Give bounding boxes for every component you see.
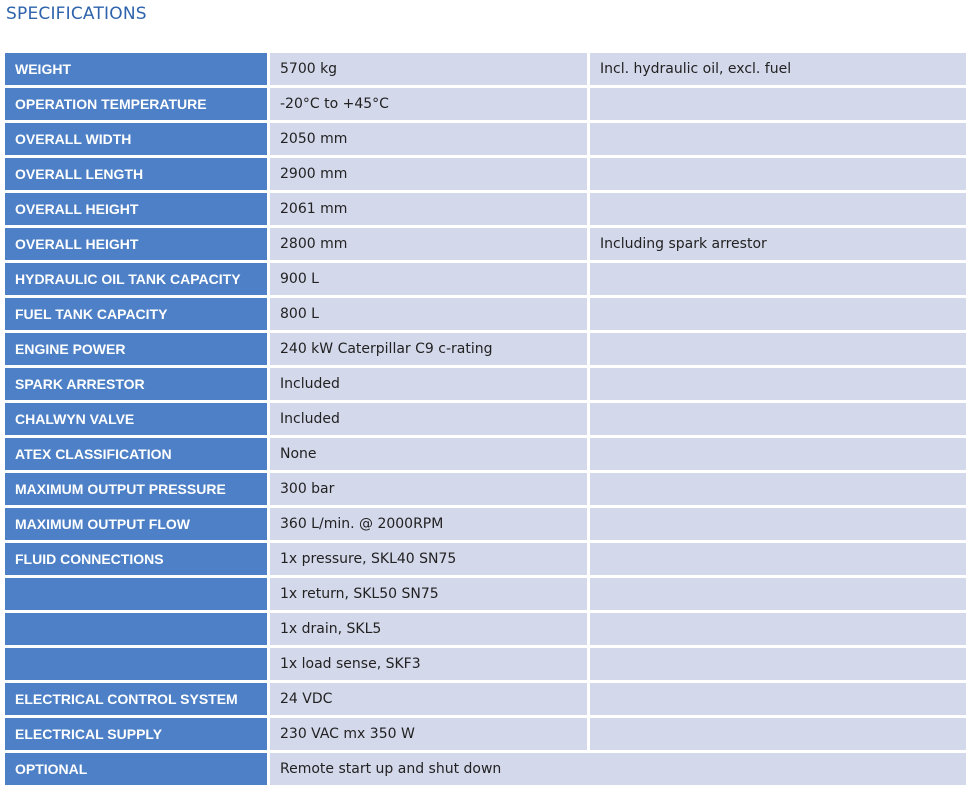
table-row: MAXIMUM OUTPUT PRESSURE 300 bar [5,473,966,505]
spec-value: -20°C to +45°C [270,88,587,120]
spec-value: 2900 mm [270,158,587,190]
table-row: OVERALL LENGTH 2900 mm [5,158,966,190]
spec-value: 2800 mm [270,228,587,260]
spec-note [590,578,966,610]
spec-label [5,578,267,610]
table-row: OPTIONAL Remote start up and shut down [5,753,966,785]
page-title: SPECIFICATIONS [6,4,147,24]
spec-note [590,193,966,225]
spec-note [590,368,966,400]
table-row: FLUID CONNECTIONS 1x pressure, SKL40 SN7… [5,543,966,575]
spec-note [590,718,966,750]
table-row: CHALWYN VALVE Included [5,403,966,435]
table-row: ATEX CLASSIFICATION None [5,438,966,470]
spec-label: OVERALL HEIGHT [5,193,267,225]
table-row: SPARK ARRESTOR Included [5,368,966,400]
spec-note: Incl. hydraulic oil, excl. fuel [590,53,966,85]
spec-value: None [270,438,587,470]
spec-note [590,263,966,295]
spec-value: 800 L [270,298,587,330]
spec-label: ELECTRICAL CONTROL SYSTEM [5,683,267,715]
spec-label: OVERALL WIDTH [5,123,267,155]
table-row: ELECTRICAL CONTROL SYSTEM 24 VDC [5,683,966,715]
table-row: 1x drain, SKL5 [5,613,966,645]
spec-note [590,123,966,155]
table-row: OPERATION TEMPERATURE -20°C to +45°C [5,88,966,120]
spec-label: ENGINE POWER [5,333,267,365]
table-row: FUEL TANK CAPACITY 800 L [5,298,966,330]
spec-value: 1x load sense, SKF3 [270,648,587,680]
spec-label: OVERALL LENGTH [5,158,267,190]
spec-value: Included [270,368,587,400]
spec-value: 900 L [270,263,587,295]
spec-value: 2050 mm [270,123,587,155]
table-row: MAXIMUM OUTPUT FLOW 360 L/min. @ 2000RPM [5,508,966,540]
spec-label [5,613,267,645]
spec-label: MAXIMUM OUTPUT PRESSURE [5,473,267,505]
table-row: ENGINE POWER 240 kW Caterpillar C9 c-rat… [5,333,966,365]
spec-label: FUEL TANK CAPACITY [5,298,267,330]
spec-note [590,648,966,680]
spec-label: WEIGHT [5,53,267,85]
table-row: 1x return, SKL50 SN75 [5,578,966,610]
spec-value: 230 VAC mx 350 W [270,718,587,750]
spec-value: 24 VDC [270,683,587,715]
spec-note [590,403,966,435]
spec-note [590,438,966,470]
table-row: OVERALL HEIGHT 2061 mm [5,193,966,225]
spec-label: SPARK ARRESTOR [5,368,267,400]
spec-note [590,88,966,120]
table-row: 1x load sense, SKF3 [5,648,966,680]
spec-note [590,543,966,575]
spec-note [590,683,966,715]
spec-note [590,473,966,505]
spec-note [590,613,966,645]
spec-label: CHALWYN VALVE [5,403,267,435]
spec-label: HYDRAULIC OIL TANK CAPACITY [5,263,267,295]
spec-value: 1x return, SKL50 SN75 [270,578,587,610]
table-row: OVERALL HEIGHT 2800 mm Including spark a… [5,228,966,260]
spec-label: OPTIONAL [5,753,267,785]
spec-label [5,648,267,680]
spec-value: 360 L/min. @ 2000RPM [270,508,587,540]
spec-note [590,333,966,365]
spec-label: OPERATION TEMPERATURE [5,88,267,120]
spec-value: 1x drain, SKL5 [270,613,587,645]
spec-value: 5700 kg [270,53,587,85]
spec-value: 300 bar [270,473,587,505]
spec-note [590,508,966,540]
spec-value: 240 kW Caterpillar C9 c-rating [270,333,587,365]
spec-label: OVERALL HEIGHT [5,228,267,260]
table-row: ELECTRICAL SUPPLY 230 VAC mx 350 W [5,718,966,750]
spec-value: 1x pressure, SKL40 SN75 [270,543,587,575]
specifications-table: WEIGHT 5700 kg Incl. hydraulic oil, excl… [2,50,969,788]
spec-label: MAXIMUM OUTPUT FLOW [5,508,267,540]
spec-label: FLUID CONNECTIONS [5,543,267,575]
spec-value: Remote start up and shut down [270,753,966,785]
table-row: OVERALL WIDTH 2050 mm [5,123,966,155]
spec-note: Including spark arrestor [590,228,966,260]
spec-value: 2061 mm [270,193,587,225]
table-row: HYDRAULIC OIL TANK CAPACITY 900 L [5,263,966,295]
spec-note [590,298,966,330]
spec-label: ATEX CLASSIFICATION [5,438,267,470]
spec-value: Included [270,403,587,435]
table-row: WEIGHT 5700 kg Incl. hydraulic oil, excl… [5,53,966,85]
spec-label: ELECTRICAL SUPPLY [5,718,267,750]
spec-note [590,158,966,190]
